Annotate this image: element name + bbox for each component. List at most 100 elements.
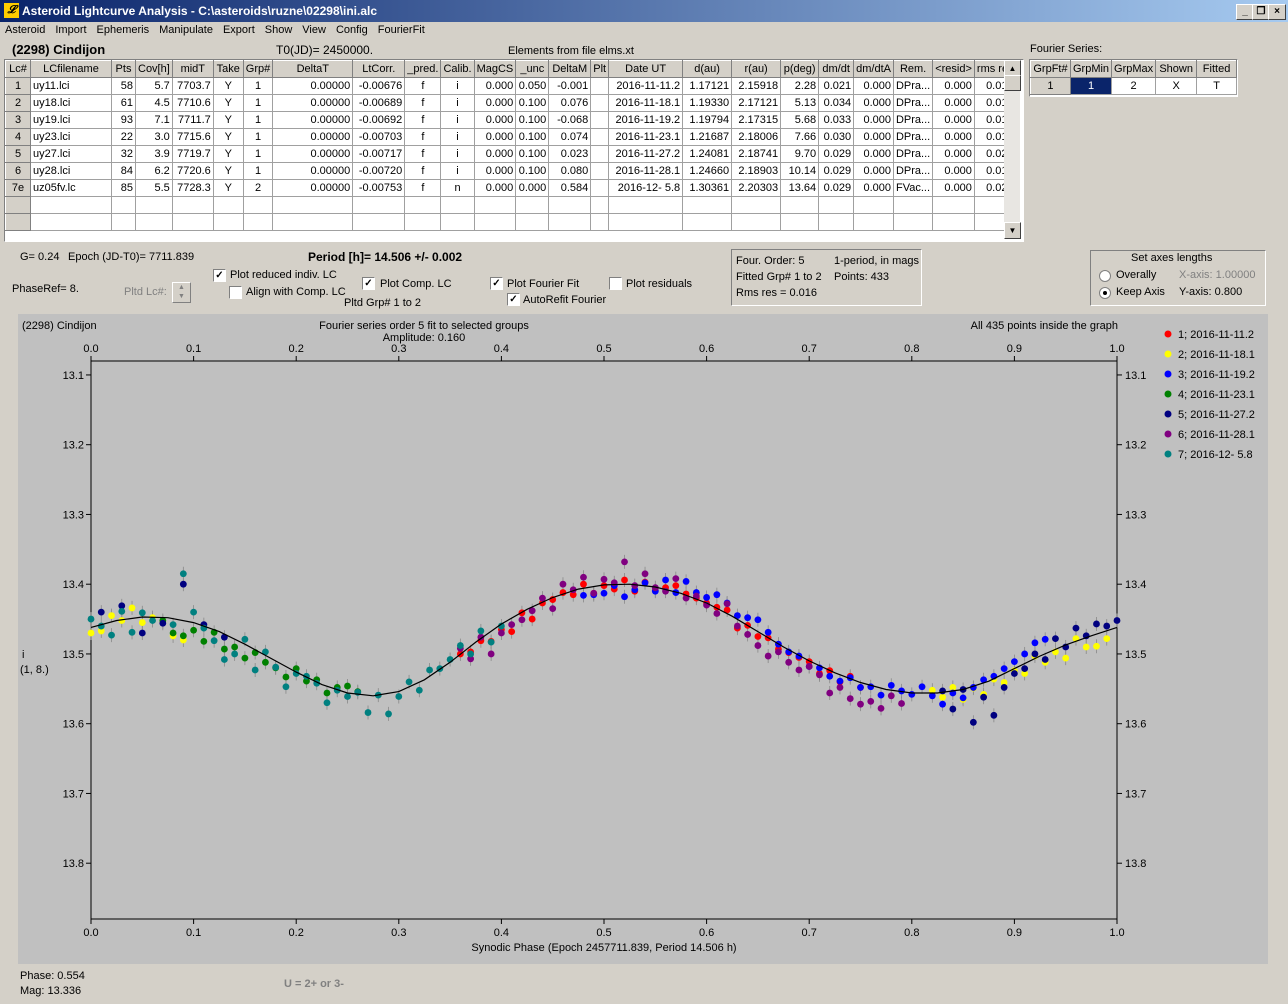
table-cell[interactable]: 1.17121 [682,77,733,95]
table-cell[interactable]: i [440,94,475,112]
table-row[interactable]: 7e uz05fv.lc 85 5.5 7728.3 Y 2 0.00000 -0.00753 f… [5,179,1017,197]
table-cell[interactable]: 0.00000 [272,94,354,112]
table-row[interactable]: 3 uy19.lci 93 7.1 7711.7 Y 1 0.00000 -0.00692 f i 0… [5,111,1017,129]
table-cell[interactable]: 2016-11-28.1 [608,162,684,180]
empty-cell[interactable] [473,213,517,231]
column-header[interactable]: Calib. [440,60,475,78]
table-row[interactable]: 5 uy27.lci 32 3.9 7719.7 Y 1 0.00000 -0.00717 f i 0… [5,145,1017,163]
align-comp-checkbox[interactable] [229,286,242,299]
table-cell[interactable]: -0.00692 [352,111,406,129]
column-header[interactable]: _unc [515,60,550,78]
table-cell[interactable]: -0.00703 [352,128,406,146]
table-cell[interactable]: DPra... [892,162,934,180]
table-cell[interactable]: f [404,111,442,129]
table-cell[interactable]: DPra... [892,94,934,112]
table-cell[interactable]: uy28.lci [30,162,112,180]
table-cell[interactable]: 7.1 [135,111,173,129]
fourier-cell[interactable]: T [1196,77,1237,95]
table-cell[interactable]: 2016-12- 5.8 [608,179,684,197]
table-cell[interactable]: 0.000 [473,145,517,163]
menu-asteroid[interactable]: Asteroid [5,24,46,36]
table-cell[interactable] [590,128,610,146]
table-cell[interactable]: 0.000 [853,111,894,129]
column-header[interactable]: p(deg) [780,60,820,78]
table-cell[interactable]: 0.00000 [272,128,354,146]
empty-cell[interactable] [171,213,214,231]
table-cell[interactable]: 7719.7 [171,145,214,163]
table-cell[interactable]: f [404,179,442,197]
table-cell[interactable]: 0.000 [473,111,517,129]
table-cell[interactable]: 61 [111,94,136,112]
column-header[interactable]: Lc# [5,60,31,78]
scroll-down-icon[interactable]: ▼ [1004,222,1021,239]
fourier-column-header[interactable]: Fitted [1196,60,1237,78]
empty-cell[interactable] [853,196,894,214]
table-cell[interactable]: 0.023 [548,145,592,163]
table-cell[interactable]: 0.000 [932,94,975,112]
table-cell[interactable]: -0.001 [548,77,592,95]
table-cell[interactable]: 7703.7 [171,77,214,95]
column-header[interactable]: MagCS [473,60,517,78]
table-cell[interactable]: 2.18006 [731,128,782,146]
table-cell[interactable] [590,162,610,180]
empty-cell[interactable] [515,196,550,214]
row-header[interactable]: 3 [5,111,31,129]
menu-import[interactable]: Import [55,24,87,36]
table-cell[interactable]: Y [212,77,244,95]
empty-cell[interactable] [892,196,934,214]
column-header[interactable]: <resid> [932,60,975,78]
table-cell[interactable]: 7728.3 [171,179,214,197]
menu-fourierfit[interactable]: FourierFit [377,24,425,36]
column-header[interactable]: Rem. [892,60,934,78]
table-cell[interactable]: 13.64 [780,179,820,197]
table-cell[interactable]: 7.66 [780,128,820,146]
table-cell[interactable]: 0.100 [515,128,550,146]
empty-cell[interactable] [780,196,820,214]
table-cell[interactable] [590,77,610,95]
table-cell[interactable]: DPra... [892,111,934,129]
table-cell[interactable]: 1 [242,111,274,129]
table-cell[interactable]: 9.70 [780,145,820,163]
table-cell[interactable] [590,111,610,129]
table-cell[interactable]: uz05fv.lc [30,179,112,197]
table-cell[interactable]: Y [212,145,244,163]
table-cell[interactable]: 5.7 [135,77,173,95]
table-cell[interactable]: i [440,162,475,180]
table-cell[interactable] [590,179,610,197]
table-cell[interactable]: 2.17315 [731,111,782,129]
table-cell[interactable]: 0.00000 [272,179,354,197]
table-cell[interactable]: 2016-11-19.2 [608,111,684,129]
table-cell[interactable]: -0.00720 [352,162,406,180]
empty-cell[interactable] [818,196,855,214]
table-cell[interactable]: 93 [111,111,136,129]
table-cell[interactable]: -0.00753 [352,179,406,197]
pltd-lc-spinner[interactable]: ▲ ▼ [172,282,191,303]
menu-ephemeris[interactable]: Ephemeris [96,24,150,36]
table-cell[interactable]: 7710.6 [171,94,214,112]
table-cell[interactable]: uy19.lci [30,111,112,129]
table-cell[interactable]: 0.033 [818,111,855,129]
table-cell[interactable]: 0.080 [548,162,592,180]
table-cell[interactable] [590,94,610,112]
table-cell[interactable]: 5.5 [135,179,173,197]
column-header[interactable]: r(au) [731,60,782,78]
scroll-thumb[interactable] [1004,75,1021,91]
empty-cell[interactable] [548,196,592,214]
fourier-cell[interactable]: 2 [1111,77,1157,95]
table-cell[interactable]: 7715.6 [171,128,214,146]
table-cell[interactable]: 0.030 [818,128,855,146]
table-cell[interactable] [590,145,610,163]
column-header[interactable]: Date UT [608,60,684,78]
empty-cell[interactable] [548,213,592,231]
empty-cell[interactable] [30,213,112,231]
table-cell[interactable]: 6.2 [135,162,173,180]
table-cell[interactable]: 1 [242,77,274,95]
table-cell[interactable]: 0.00000 [272,145,354,163]
table-cell[interactable]: 2.20303 [731,179,782,197]
table-cell[interactable]: f [404,77,442,95]
table-cell[interactable]: 0.100 [515,94,550,112]
table-cell[interactable]: 0.000 [932,145,975,163]
table-cell[interactable]: 1.21687 [682,128,733,146]
table-cell[interactable]: 0.00000 [272,162,354,180]
